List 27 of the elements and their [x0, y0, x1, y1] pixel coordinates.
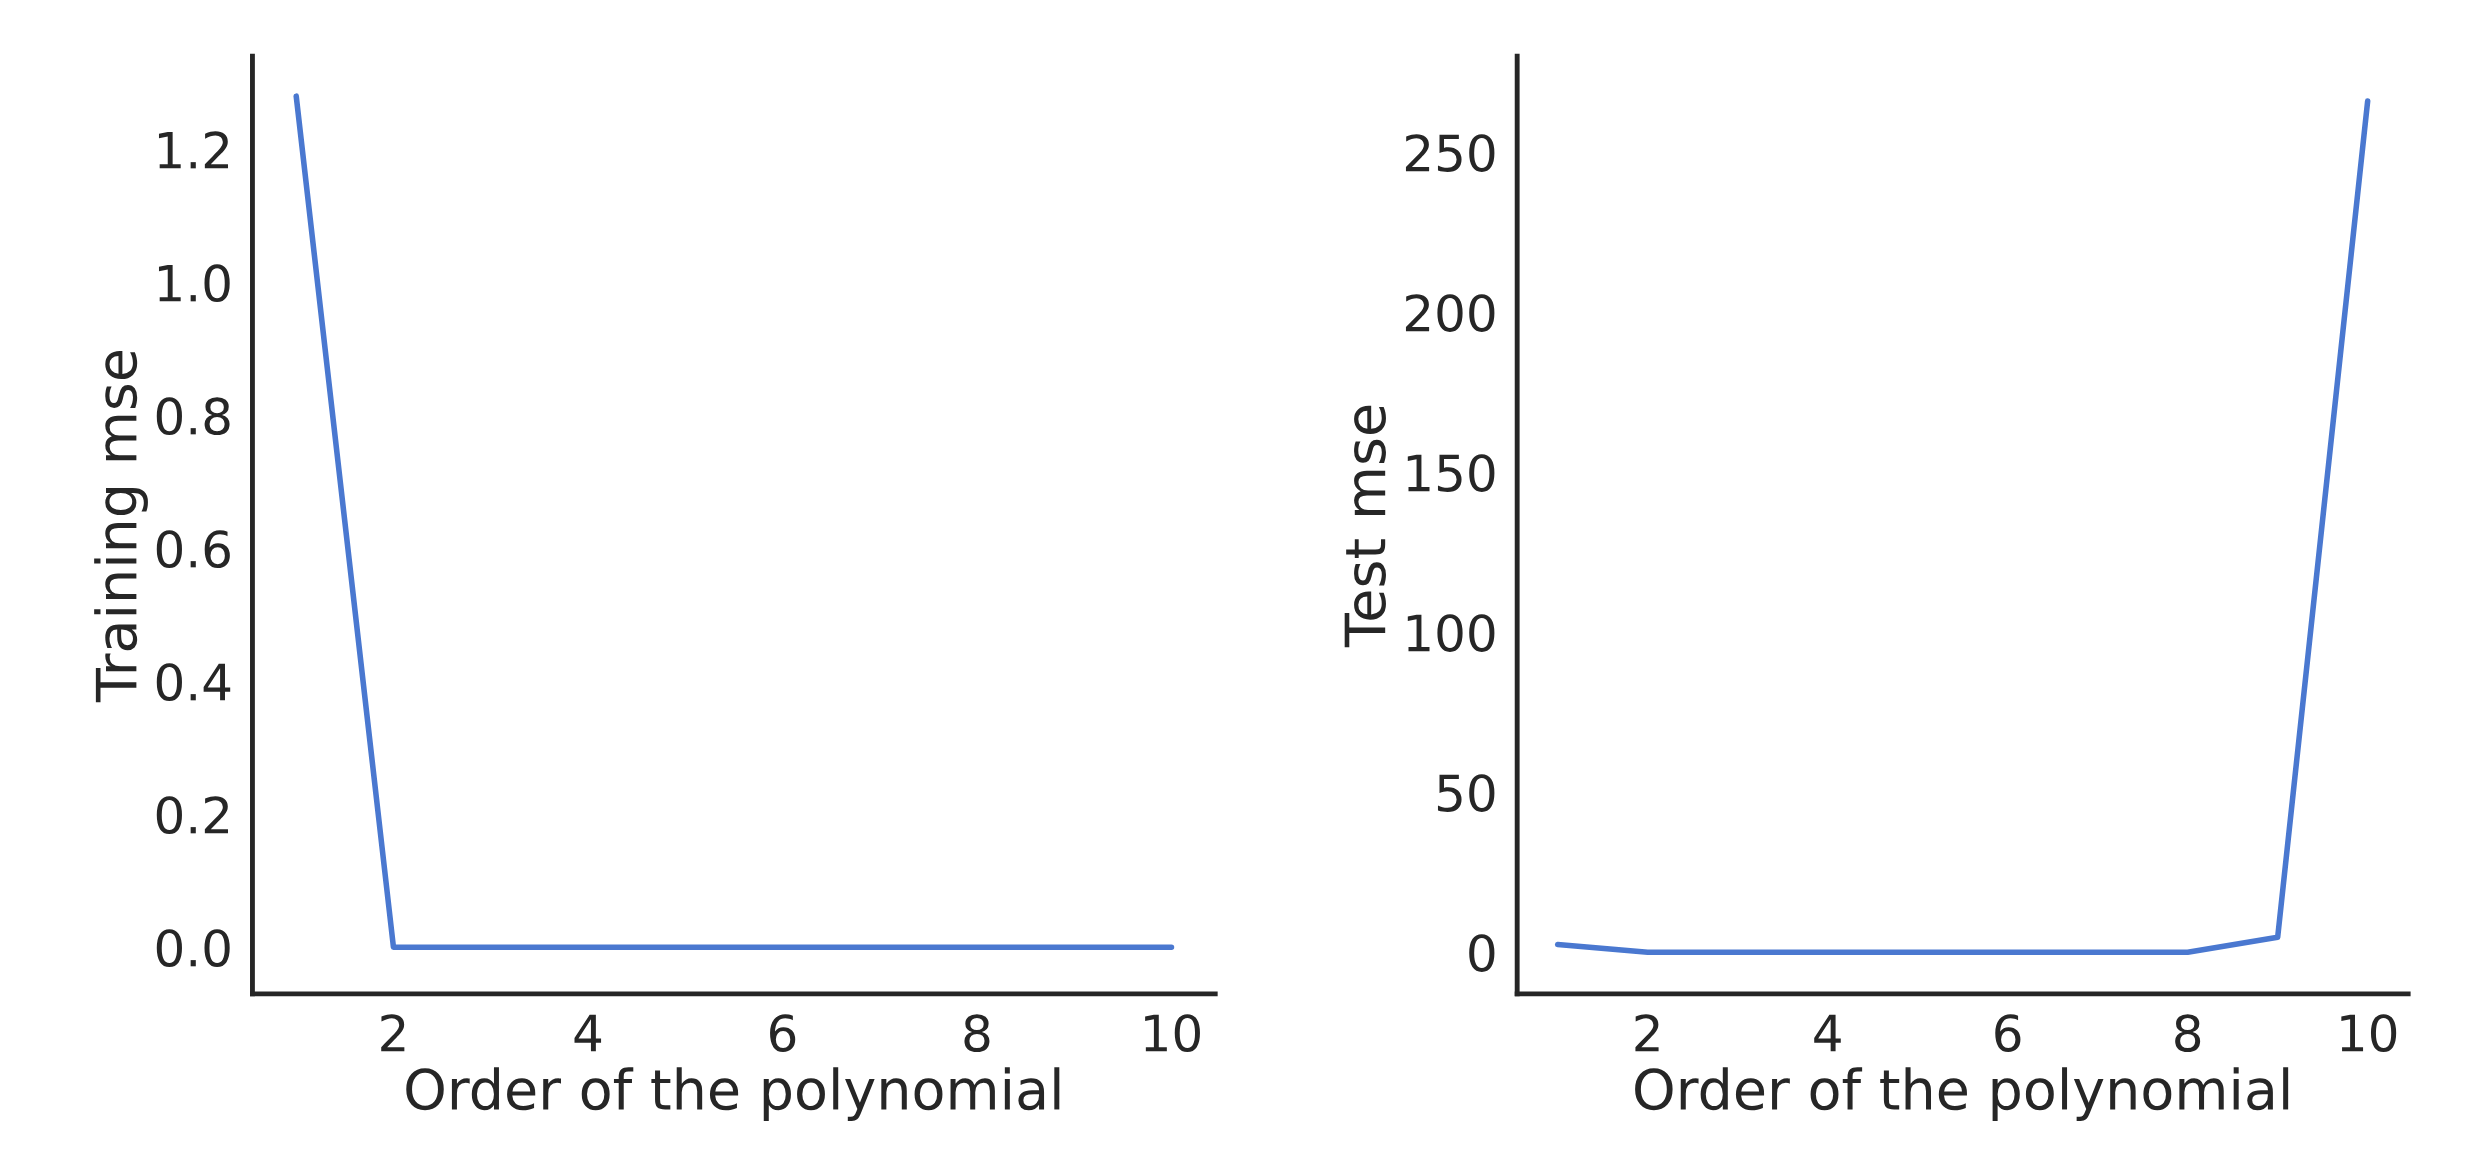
y-axis-title: Test mse: [1344, 405, 1386, 648]
x-tick-label: 2: [381, 1014, 405, 1052]
x-tick-label: 6: [1995, 1014, 2021, 1052]
x-tick-label: 4: [1814, 1014, 1841, 1052]
y-tick-label: 100: [1407, 614, 1495, 652]
x-tick-label: 4: [574, 1014, 602, 1052]
y-tick-label: 150: [1407, 454, 1495, 492]
y-tick-label: 0: [1469, 934, 1495, 972]
x-tick-label: 10: [1145, 1014, 1200, 1052]
x-tick-label: 10: [2341, 1014, 2397, 1052]
y-tick-label: 0.8: [156, 397, 230, 436]
y-tick-label: 0.0: [156, 929, 230, 968]
y-tick-label: 0.6: [156, 530, 230, 569]
y-axis-title: Training mse: [94, 350, 148, 703]
x-tick-label: 8: [964, 1014, 990, 1052]
y-tick-label: 50: [1437, 774, 1495, 812]
y-tick-label: 1.0: [158, 264, 230, 303]
y-tick-label: 0.4: [156, 663, 231, 702]
y-tick-label: 1.2: [158, 131, 228, 169]
x-tick-label: 2: [1635, 1014, 1659, 1052]
x-tick-label: 6: [770, 1014, 796, 1052]
x-axis-title: Order of the polynomial: [406, 1067, 1060, 1122]
y-tick-label: 0.2: [156, 796, 228, 835]
y-tick-label: 200: [1405, 294, 1495, 332]
y-tick-label: 250: [1405, 134, 1495, 172]
x-axis-title: Order of the polynomial: [1635, 1067, 2289, 1122]
x-tick-label: 8: [2175, 1014, 2201, 1052]
